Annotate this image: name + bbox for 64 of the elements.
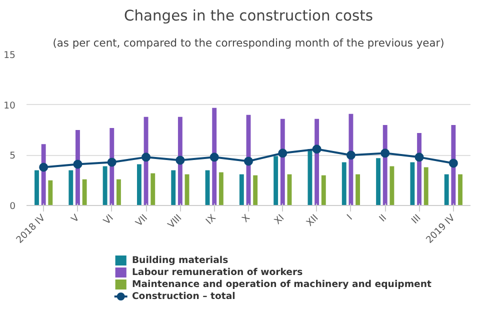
bar [458,174,462,206]
x-tick-label: IX [204,212,219,227]
bar [424,167,428,206]
chart-title: Changes in the construction costs [124,8,374,24]
point [312,144,322,154]
bar [144,116,148,206]
bar [410,162,415,206]
bar [356,174,360,206]
bar [321,175,326,206]
legend-label: Labour remuneration of workers [132,267,304,278]
x-tick-label: V [69,212,82,225]
point [107,158,116,167]
bar [239,174,244,206]
chart-subtitle: (as per cent, compared to the corresponding month of the previous year) [52,36,444,50]
point [380,148,390,158]
point [278,148,288,158]
bar [150,173,156,206]
bar [348,114,354,206]
x-tick-label: II [377,212,390,224]
bar [171,170,176,206]
legend-label: Building materials [132,255,229,266]
x-tick-label: XI [272,212,287,227]
bar [34,170,39,206]
bar [136,164,142,206]
y-tick-label: 10 [4,100,16,112]
point [73,160,82,169]
bar [102,166,108,206]
x-tick-label: III [410,212,424,226]
bar [68,170,74,206]
bar [212,108,217,206]
bar [376,158,381,206]
point [210,152,219,162]
point [346,150,356,160]
y-tick-label: 15 [4,50,16,61]
bar [451,124,456,206]
x-tick-label: X [240,212,253,225]
bar [116,179,121,206]
x-tick-label: VIII [166,212,184,231]
x-tick-label: VII [134,212,150,229]
point [142,152,151,162]
point [448,158,458,168]
bar [218,172,224,206]
bar [342,162,346,206]
y-tick-label: 5 [10,150,16,162]
legend-label: Maintenance and operation of machinery and equipment [132,279,432,290]
point [176,156,185,165]
x-tick-label: VI [102,212,116,227]
bar [382,124,388,206]
point [244,156,253,166]
bar [82,179,87,206]
bar [178,116,182,206]
bar [314,118,320,206]
x-tick-label: I [345,212,355,222]
bar [274,156,278,206]
legend-label: Construction – total [132,291,236,302]
y-tick-label: 0 [10,201,16,212]
bar [48,180,53,206]
bar [253,175,258,206]
bar [280,118,285,206]
bar [444,174,449,206]
bar [390,166,394,206]
x-tick-label: XII [304,212,321,229]
point [39,162,48,172]
point [414,152,424,162]
